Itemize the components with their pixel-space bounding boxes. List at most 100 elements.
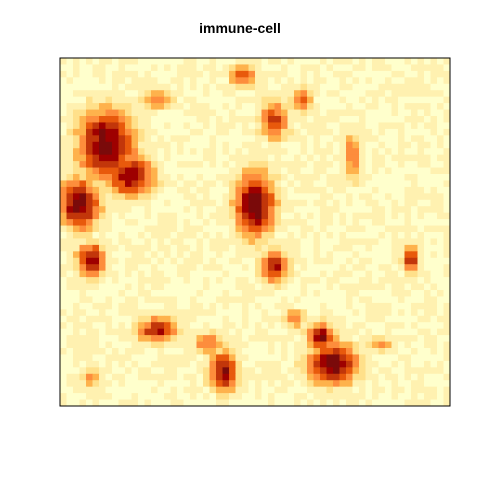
heatmap-cell	[66, 302, 74, 310]
heatmap-cell	[326, 328, 334, 336]
heatmap-cell	[99, 315, 106, 323]
heatmap-cell	[398, 296, 405, 304]
heatmap-cell	[66, 360, 74, 368]
heatmap-cell	[248, 70, 256, 78]
heatmap-cell	[313, 206, 321, 214]
heatmap-cell	[118, 141, 126, 149]
heatmap-cell	[92, 367, 100, 375]
heatmap-cell	[378, 64, 386, 72]
heatmap-cell	[339, 232, 347, 239]
heatmap-cell	[404, 257, 412, 265]
heatmap-cell	[105, 219, 113, 226]
heatmap-cell	[92, 238, 100, 246]
heatmap-cell	[274, 212, 282, 220]
heatmap-cell	[424, 386, 431, 394]
heatmap-cell	[326, 257, 334, 265]
heatmap-cell	[170, 354, 178, 362]
heatmap-cell	[209, 257, 217, 265]
heatmap-cell	[66, 328, 74, 336]
heatmap-cell	[333, 225, 340, 233]
heatmap-cell	[105, 360, 113, 368]
heatmap-cell	[157, 290, 165, 297]
heatmap-cell	[333, 373, 340, 381]
heatmap-cell	[268, 251, 275, 259]
heatmap-cell	[170, 167, 178, 175]
heatmap-cell	[346, 186, 353, 194]
heatmap-cell	[300, 264, 308, 272]
heatmap-cell	[365, 354, 373, 362]
heatmap-cell	[118, 232, 126, 239]
heatmap-cell	[385, 348, 392, 355]
heatmap-cell	[352, 335, 360, 342]
heatmap-cell	[229, 116, 236, 123]
heatmap-cell	[183, 128, 191, 136]
heatmap-cell	[73, 154, 80, 162]
heatmap-cell	[320, 251, 327, 259]
heatmap-cell	[294, 58, 301, 65]
heatmap-cell	[287, 83, 295, 91]
heatmap-cell	[352, 373, 360, 381]
heatmap-cell	[372, 386, 379, 394]
heatmap-cell	[216, 212, 223, 220]
heatmap-cell	[131, 393, 139, 400]
heatmap-cell	[398, 83, 405, 91]
heatmap-cell	[229, 90, 236, 98]
heatmap-cell	[339, 264, 347, 272]
heatmap-cell	[287, 315, 295, 323]
heatmap-cell	[443, 212, 451, 220]
heatmap-cell	[105, 341, 113, 349]
heatmap-cell	[209, 96, 217, 104]
heatmap-cell	[105, 154, 113, 162]
heatmap-cell	[391, 386, 399, 394]
heatmap-cell	[222, 58, 230, 65]
heatmap-cell	[326, 141, 334, 149]
heatmap-cell	[105, 122, 113, 130]
heatmap-cell	[60, 367, 67, 375]
heatmap-cell	[352, 96, 360, 104]
heatmap-cell	[209, 206, 217, 214]
heatmap-cell	[287, 373, 295, 381]
heatmap-cell	[216, 386, 223, 394]
heatmap-cell	[417, 277, 425, 284]
heatmap-cell	[86, 335, 93, 342]
heatmap-cell	[99, 393, 106, 400]
heatmap-cell	[144, 212, 152, 220]
heatmap-cell	[359, 335, 366, 342]
heatmap-cell	[190, 232, 197, 239]
heatmap-cell	[346, 116, 353, 123]
heatmap-cell	[216, 399, 223, 407]
heatmap-cell	[287, 135, 295, 143]
heatmap-cell	[352, 109, 360, 117]
heatmap-cell	[164, 174, 171, 181]
heatmap-cell	[261, 251, 269, 259]
heatmap-cell	[196, 128, 204, 136]
heatmap-cell	[398, 109, 405, 117]
heatmap-cell	[138, 302, 145, 310]
heatmap-cell	[398, 380, 405, 388]
heatmap-cell	[229, 154, 236, 162]
heatmap-cell	[398, 360, 405, 368]
heatmap-cell	[170, 83, 178, 91]
heatmap-cell	[112, 277, 119, 284]
heatmap-cell	[255, 348, 262, 355]
heatmap-cell	[255, 103, 262, 110]
heatmap-cell	[196, 373, 204, 381]
heatmap-cell	[274, 315, 282, 323]
heatmap-cell	[144, 380, 152, 388]
heatmap-cell	[320, 103, 327, 110]
heatmap-cell	[372, 232, 379, 239]
heatmap-cell	[268, 277, 275, 284]
heatmap-cell	[235, 360, 243, 368]
heatmap-cell	[313, 399, 321, 407]
heatmap-cell	[287, 290, 295, 297]
heatmap-cell	[164, 354, 171, 362]
heatmap-cell	[339, 283, 347, 291]
heatmap-cell	[229, 128, 236, 136]
heatmap-cell	[443, 161, 451, 168]
heatmap-cell	[242, 141, 249, 149]
heatmap-cell	[320, 296, 327, 304]
heatmap-cell	[281, 96, 288, 104]
heatmap-cell	[424, 199, 431, 207]
heatmap-cell	[424, 58, 431, 65]
heatmap-cell	[66, 380, 74, 388]
